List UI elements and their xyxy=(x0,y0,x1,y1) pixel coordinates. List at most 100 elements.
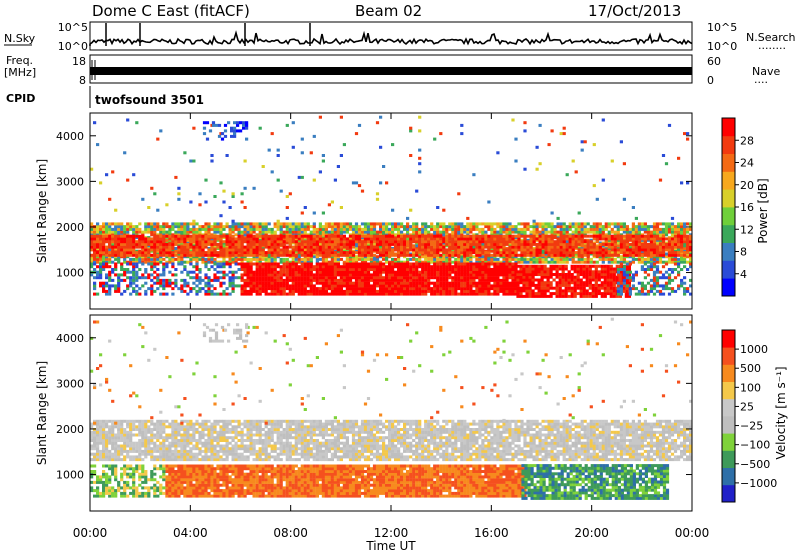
heatmap-cell xyxy=(369,242,374,246)
heatmap-cell xyxy=(406,278,410,282)
heatmap-cell xyxy=(583,230,587,234)
heatmap-cell xyxy=(664,227,669,231)
heatmap-cell xyxy=(336,292,340,296)
heatmap-cell xyxy=(105,245,109,249)
heatmap-cell xyxy=(475,262,479,266)
heatmap-cell xyxy=(282,289,286,293)
heatmap-cell xyxy=(321,284,325,288)
heatmap-cell xyxy=(282,287,286,291)
heatmap-cell xyxy=(336,278,340,282)
heatmap-cell xyxy=(330,262,334,266)
heatmap-cell xyxy=(261,284,265,288)
heatmap-cell xyxy=(677,227,681,231)
heatmap-cell xyxy=(664,230,669,234)
heatmap-cell xyxy=(246,284,250,288)
heatmap-cell xyxy=(219,248,223,252)
heatmap-cell xyxy=(258,251,262,255)
heatmap-cell xyxy=(363,225,368,229)
heatmap-cell xyxy=(403,287,407,291)
heatmap-cell xyxy=(321,233,325,237)
heatmap-cell xyxy=(448,222,452,226)
heatmap-cell xyxy=(487,273,491,277)
heatmap-cell xyxy=(303,222,307,226)
heatmap-cell xyxy=(369,240,374,244)
heatmap-cell xyxy=(159,234,163,238)
heatmap-cell xyxy=(421,242,425,246)
heatmap-cell xyxy=(270,242,274,246)
heatmap-cell xyxy=(369,253,374,257)
heatmap-cell xyxy=(613,248,617,252)
heatmap-cell xyxy=(610,253,614,257)
heatmap-cell xyxy=(96,225,100,229)
heatmap-cell xyxy=(421,292,425,296)
heatmap-cell xyxy=(270,257,274,261)
heatmap-cell xyxy=(664,233,669,237)
heatmap-cell xyxy=(424,230,428,234)
heatmap-cell xyxy=(439,287,443,291)
heatmap-cell xyxy=(457,284,461,288)
heatmap-cell xyxy=(385,248,389,252)
heatmap-cell xyxy=(379,227,383,231)
heatmap-cell xyxy=(637,227,641,231)
heatmap-cell xyxy=(601,237,605,241)
heatmap-cell xyxy=(213,234,217,238)
heatmap-cell xyxy=(418,257,422,261)
heatmap-cell xyxy=(667,227,672,231)
heatmap-cell xyxy=(183,222,187,226)
heatmap-cell xyxy=(463,237,467,241)
heatmap-cell xyxy=(150,237,154,241)
heatmap-cell xyxy=(683,257,687,261)
heatmap-cell xyxy=(105,260,109,264)
heatmap-cell xyxy=(481,227,485,231)
heatmap-cell xyxy=(547,251,551,255)
heatmap-cell xyxy=(300,281,304,285)
heatmap-cell xyxy=(526,257,530,261)
heatmap-cell xyxy=(397,253,401,257)
heatmap-cell xyxy=(637,240,641,244)
heatmap-cell xyxy=(673,245,678,249)
heatmap-cell xyxy=(354,260,359,264)
heatmap-cell xyxy=(354,287,359,291)
heatmap-cell xyxy=(680,234,684,238)
heatmap-cell xyxy=(664,248,669,252)
heatmap-cell xyxy=(568,240,572,244)
heatmap-cell xyxy=(216,251,220,255)
heatmap-cell xyxy=(535,245,539,249)
heatmap-cell xyxy=(291,260,295,264)
heatmap-cell xyxy=(622,257,626,261)
heatmap-cell xyxy=(300,262,304,266)
heatmap-cell xyxy=(282,222,286,226)
heatmap-cell xyxy=(544,251,548,255)
heatmap-cell xyxy=(183,225,187,229)
heatmap-cell xyxy=(421,222,425,226)
heatmap-cell xyxy=(664,260,669,264)
heatmap-cell xyxy=(433,245,437,249)
heatmap-cell xyxy=(424,237,428,241)
heatmap-cell xyxy=(400,289,404,293)
heatmap-cell xyxy=(391,281,395,285)
heatmap-cell xyxy=(427,253,431,257)
heatmap-cell xyxy=(382,240,386,244)
heatmap-cell xyxy=(391,222,395,226)
heatmap-cell xyxy=(547,248,551,252)
heatmap-cell xyxy=(412,230,416,234)
heatmap-cell xyxy=(267,248,271,252)
heatmap-cell xyxy=(403,289,407,293)
heatmap-cell xyxy=(655,225,660,229)
heatmap-cell xyxy=(276,292,280,296)
heatmap-cell xyxy=(159,242,163,246)
heatmap-cell xyxy=(186,225,190,229)
heatmap-cell xyxy=(363,260,368,264)
heatmap-cell xyxy=(96,251,100,255)
heatmap-cell xyxy=(532,230,536,234)
heatmap-cell xyxy=(673,242,678,246)
heatmap-cell xyxy=(324,240,328,244)
heatmap-cell xyxy=(472,292,476,296)
heatmap-cell xyxy=(135,245,139,249)
heatmap-cell xyxy=(186,230,190,234)
heatmap-cell xyxy=(117,227,121,231)
heatmap-cell xyxy=(559,237,563,241)
heatmap-cell xyxy=(324,227,328,231)
heatmap-cell xyxy=(484,273,488,277)
heatmap-cell xyxy=(336,257,340,261)
